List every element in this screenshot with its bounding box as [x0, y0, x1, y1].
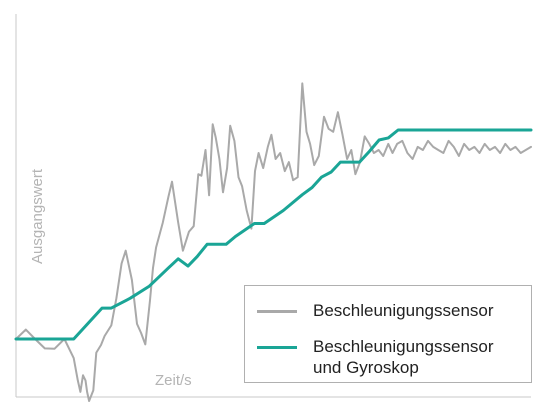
- series-fused-line: [14, 128, 533, 341]
- legend-swatch-accelerometer: [257, 310, 297, 313]
- legend-label-accelerometer: Beschleunigungssensor: [313, 301, 494, 320]
- x-axis-label: Zeit/s: [155, 372, 192, 389]
- legend-item-fused: Beschleunigungssensor und Gyroskop: [257, 336, 494, 378]
- legend-label-fused: Beschleunigungssensor und Gyroskop: [313, 337, 494, 377]
- legend-item-accelerometer: Beschleunigungssensor: [257, 300, 494, 321]
- legend-swatch-fused: [257, 346, 297, 349]
- y-axis-label: Ausgangswert: [29, 168, 46, 264]
- series-accelerometer-line: [15, 82, 532, 402]
- series-layer: [14, 82, 533, 402]
- legend: Beschleunigungssensor Beschleunigungssen…: [244, 285, 532, 383]
